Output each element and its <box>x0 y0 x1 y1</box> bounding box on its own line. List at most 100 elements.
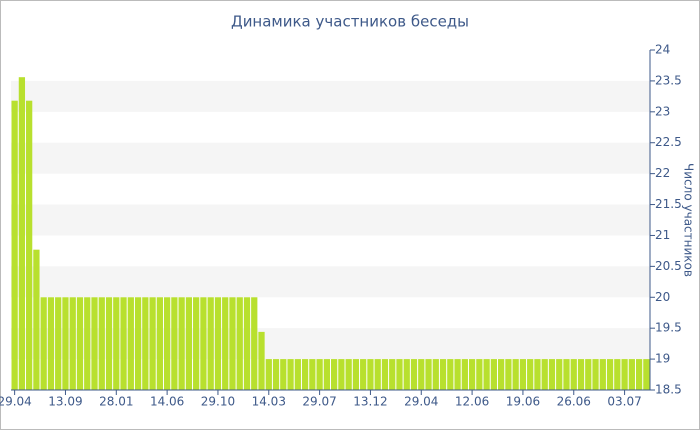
bar <box>403 359 410 390</box>
y-tick-label: 20 <box>655 290 670 304</box>
grid-band <box>11 204 650 236</box>
y-tick-label: 21 <box>655 228 670 242</box>
bar <box>563 359 570 390</box>
bar <box>643 359 650 390</box>
bar <box>461 359 468 390</box>
x-tick-label: 29.04 <box>0 395 32 409</box>
bar <box>301 359 309 390</box>
bar <box>621 359 628 390</box>
bar <box>360 359 367 390</box>
x-tick-label: 14.03 <box>252 395 286 409</box>
x-tick-label: 14.06 <box>150 395 184 409</box>
x-tick-label: 19.06 <box>506 395 540 409</box>
bar <box>105 297 113 390</box>
bar <box>149 297 156 390</box>
bar <box>606 359 614 390</box>
bar <box>84 297 91 390</box>
bar <box>447 359 454 390</box>
bar <box>331 359 338 390</box>
bar <box>556 359 563 390</box>
bar <box>40 297 47 390</box>
bar <box>396 359 403 390</box>
x-tick-label: 03.07 <box>607 395 641 409</box>
bar <box>592 359 599 390</box>
bar <box>345 359 352 390</box>
bar <box>207 297 214 390</box>
bar <box>171 297 178 390</box>
bar <box>527 359 534 390</box>
x-tick-label: 29.04 <box>404 395 438 409</box>
x-tick-label: 26.06 <box>557 395 591 409</box>
x-tick-label: 13.12 <box>353 395 387 409</box>
bar <box>11 100 18 390</box>
y-tick-label: 22.5 <box>655 135 682 149</box>
bar <box>265 359 272 390</box>
bar <box>229 297 236 390</box>
bar <box>635 359 643 390</box>
bar <box>113 297 120 390</box>
bar <box>338 359 345 390</box>
bar <box>222 297 229 390</box>
bar <box>134 297 142 390</box>
y-tick-label: 23 <box>655 104 670 118</box>
bar <box>76 297 84 390</box>
bar <box>200 297 207 390</box>
bar <box>55 297 62 390</box>
bar <box>519 359 527 390</box>
bar <box>156 297 163 390</box>
bar <box>69 297 76 390</box>
bar <box>367 359 374 390</box>
bar <box>214 297 222 390</box>
bar <box>570 359 577 390</box>
bar <box>512 359 519 390</box>
bar <box>425 359 432 390</box>
y-tick-label: 23.5 <box>655 73 682 87</box>
bar <box>468 359 476 390</box>
x-tick-label: 29.07 <box>302 395 336 409</box>
chart-title: Динамика участников беседы <box>231 13 469 31</box>
y-tick-label: 19 <box>655 352 670 366</box>
bar <box>251 297 258 390</box>
bar <box>316 359 323 390</box>
bar <box>628 359 635 390</box>
y-tick-label: 21.5 <box>655 197 682 211</box>
bar <box>98 297 105 390</box>
y-tick-label: 24 <box>655 43 670 57</box>
grid-band <box>11 266 650 298</box>
bar <box>120 297 127 390</box>
bar <box>18 77 26 390</box>
x-tick-label: 13.09 <box>48 395 82 409</box>
bar <box>323 359 330 390</box>
bar <box>178 297 185 390</box>
bar <box>26 100 33 390</box>
y-tick-label: 19.5 <box>655 321 682 335</box>
bar <box>389 359 396 390</box>
bar <box>483 359 490 390</box>
bar <box>236 297 243 390</box>
bar <box>577 359 585 390</box>
bar <box>548 359 556 390</box>
y-tick-label: 18.5 <box>655 383 682 397</box>
bar <box>193 297 200 390</box>
bar <box>309 359 316 390</box>
bar <box>476 359 483 390</box>
bar <box>374 359 381 390</box>
bar <box>585 359 592 390</box>
bar <box>614 359 621 390</box>
bar <box>490 359 498 390</box>
bar <box>352 359 360 390</box>
bar <box>243 297 251 390</box>
bar <box>541 359 548 390</box>
bar <box>418 359 425 390</box>
y-tick-label: 20.5 <box>655 259 682 273</box>
x-tick-label: 12.06 <box>455 395 489 409</box>
bar <box>432 359 439 390</box>
bar <box>62 297 69 390</box>
bar <box>185 297 193 390</box>
bar <box>47 297 55 390</box>
bar <box>439 359 447 390</box>
bar <box>33 249 40 390</box>
bar <box>280 359 287 390</box>
x-tick-label: 29.10 <box>201 395 235 409</box>
bar <box>142 297 149 390</box>
